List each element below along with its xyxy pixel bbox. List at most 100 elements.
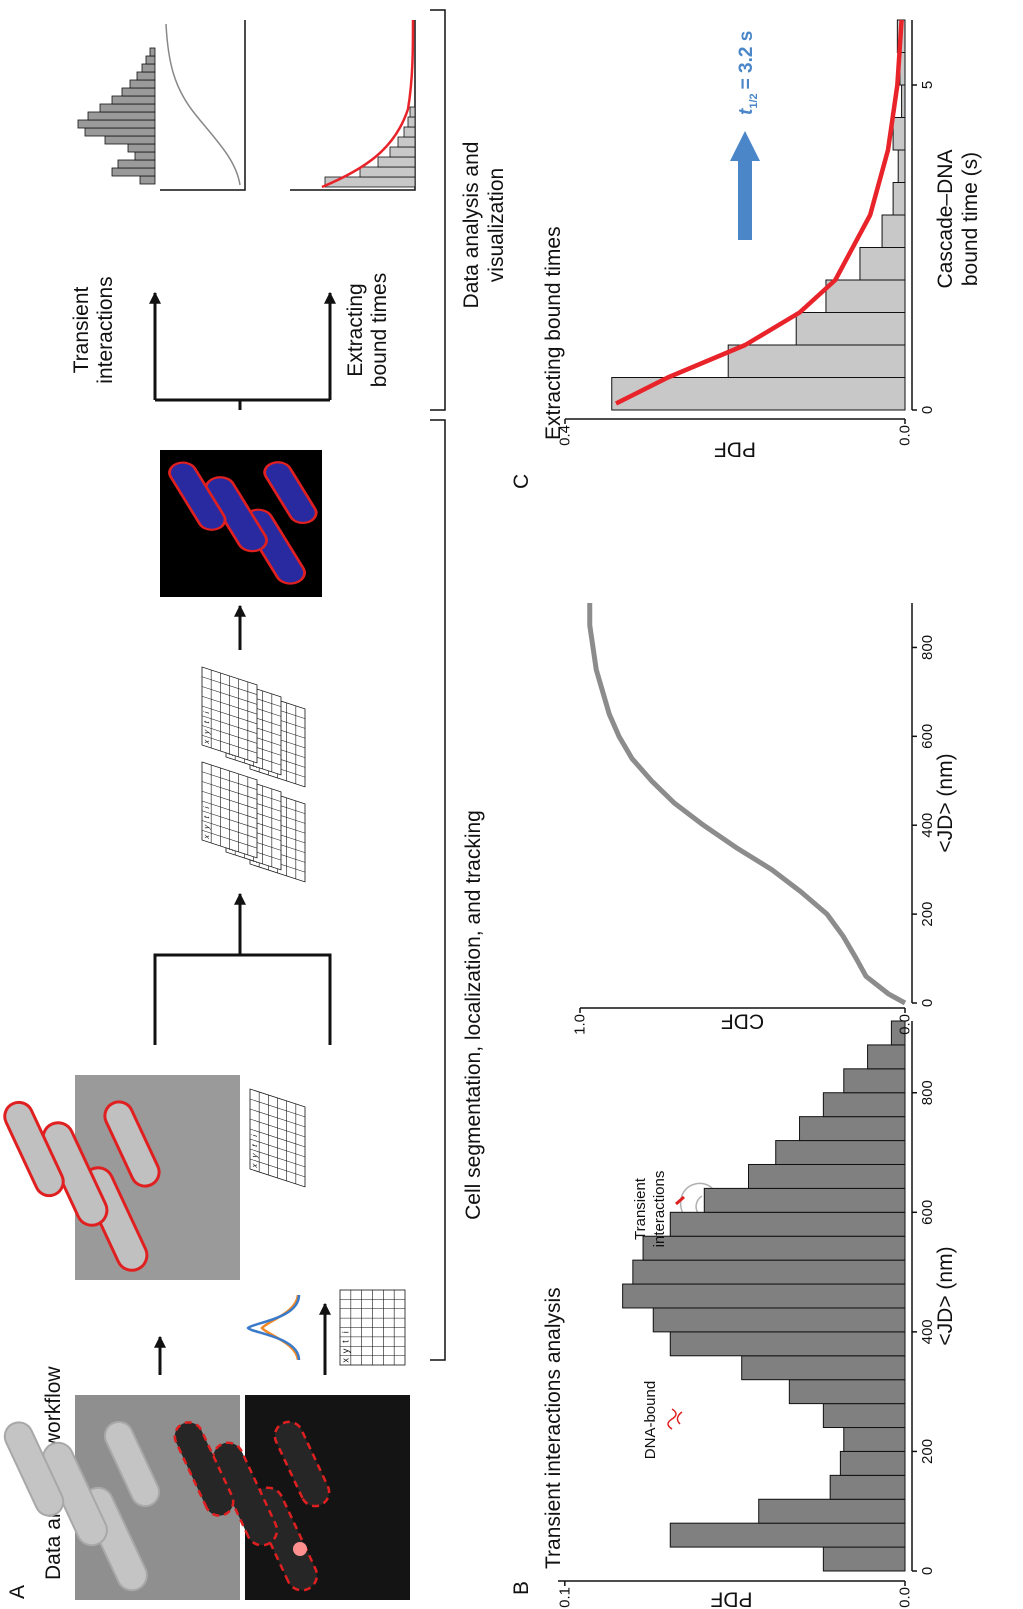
table-header: i — [250, 1133, 259, 1138]
shape — [111, 95, 156, 105]
shape — [127, 143, 156, 153]
annotation: Transient — [632, 1177, 649, 1240]
shape — [324, 106, 416, 188]
bar — [829, 1474, 906, 1500]
table-header: x — [250, 1162, 259, 1169]
shape — [104, 135, 156, 145]
branch-label: interactions — [94, 276, 117, 383]
segmented-image — [0, 1075, 240, 1280]
bar — [822, 1546, 906, 1572]
shape — [377, 156, 416, 168]
bar — [741, 1355, 906, 1381]
table-header: i — [202, 710, 211, 715]
bar — [843, 1427, 906, 1452]
bar — [669, 1211, 906, 1237]
x-tick-label: 400 — [919, 1319, 936, 1344]
bar — [632, 1259, 906, 1285]
bar — [652, 1307, 906, 1333]
annotation: interactions — [651, 1171, 668, 1248]
shape — [111, 167, 156, 177]
y-tick-label: 0.0 — [897, 425, 914, 446]
x-axis-label: bound time (s) — [959, 152, 982, 286]
shape — [430, 419, 446, 1361]
dna-bound-icon — [667, 1408, 683, 1430]
bar — [892, 182, 906, 216]
stage-label: visualization — [485, 168, 508, 282]
gaussian-icon — [246, 1294, 301, 1361]
shape — [77, 119, 156, 129]
bar — [881, 214, 906, 248]
shape — [293, 1542, 307, 1556]
fluorescence-image — [168, 1395, 410, 1600]
shape — [359, 166, 416, 178]
annotation-text: = 3.2 s — [736, 31, 757, 90]
bar — [775, 1140, 906, 1165]
y-tick-label: 0.0 — [897, 1587, 914, 1608]
annotation-arrowhead — [730, 131, 760, 161]
x-tick-label: 200 — [919, 902, 936, 927]
table-header: y — [202, 824, 211, 831]
y-tick-label: 0.0 — [897, 1014, 914, 1035]
shape — [160, 20, 246, 191]
table-header: i — [340, 1331, 350, 1333]
shape — [141, 63, 156, 73]
bar — [795, 312, 906, 346]
shape — [87, 111, 156, 121]
bar — [901, 84, 906, 118]
bar — [669, 1331, 906, 1357]
line — [587, 603, 907, 1006]
shape — [397, 136, 416, 148]
x-tick-label: 800 — [919, 1080, 936, 1105]
stage-label: Cell segmentation, localization, and tra… — [462, 810, 485, 1220]
bar — [825, 279, 906, 313]
bar — [890, 1020, 906, 1046]
bar — [799, 1116, 906, 1142]
table-header: t — [202, 814, 211, 820]
shape — [145, 55, 156, 65]
table-header: x — [202, 738, 211, 745]
table-header: x — [202, 833, 211, 840]
x-axis-label: <JD> (nm) — [934, 753, 957, 852]
fit-curve — [614, 19, 904, 406]
bar — [867, 1044, 906, 1070]
y-tick-label: 1.0 — [572, 1014, 589, 1035]
shape — [403, 126, 416, 138]
shape — [667, 1408, 683, 1430]
shape — [675, 1195, 685, 1206]
bar — [727, 344, 906, 378]
x-tick-label: 400 — [919, 813, 936, 838]
y-tick-label: 0.4 — [557, 425, 574, 446]
table-header: t — [250, 1142, 259, 1148]
shape — [129, 79, 156, 89]
annotation: DNA-bound — [642, 1381, 659, 1459]
x-tick-label: 600 — [919, 724, 936, 749]
branch-label: Extracting — [344, 283, 367, 376]
panel-label: B — [510, 1581, 533, 1595]
bar — [859, 247, 906, 281]
stage-label: Data analysis and — [460, 142, 483, 309]
y-axis-label: CDF — [721, 1010, 764, 1033]
annotation-symbol: t — [736, 108, 757, 115]
panel-label: C — [510, 474, 533, 489]
brackets — [430, 9, 446, 1361]
table-header: t — [340, 1340, 350, 1343]
bar — [748, 1163, 906, 1189]
bar — [897, 149, 906, 183]
shape — [134, 151, 156, 161]
x-tick-label: 0 — [919, 1567, 936, 1575]
annotation: t1/2 = 3.2 s — [736, 31, 760, 115]
shape — [389, 146, 416, 158]
y-axis-label: PDF — [711, 1588, 753, 1609]
panel-label: A — [6, 1585, 29, 1599]
shape — [260, 1294, 300, 1361]
tracked-image — [160, 450, 322, 597]
bar — [892, 117, 906, 151]
mini-fit — [290, 19, 416, 191]
table-header: y — [202, 729, 211, 736]
